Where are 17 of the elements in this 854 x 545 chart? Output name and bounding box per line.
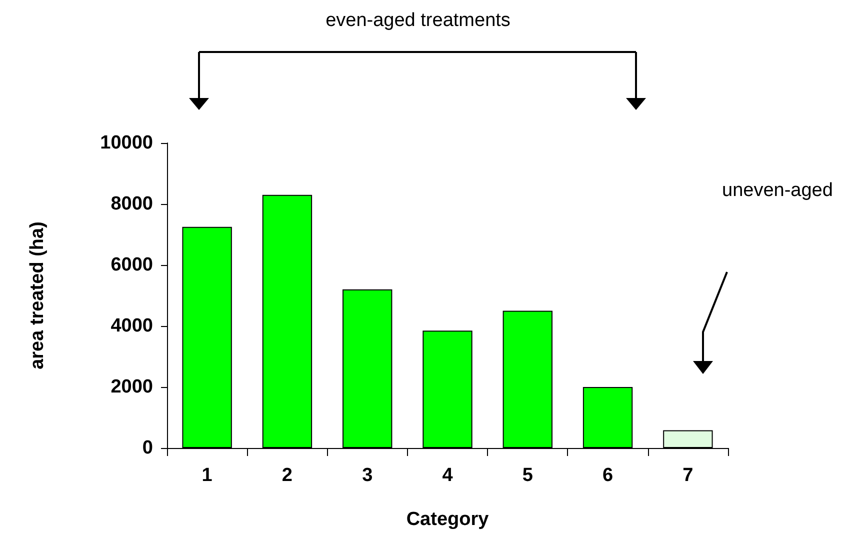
y-tick-label: 4000 bbox=[110, 316, 153, 336]
y-tick-label: 2000 bbox=[110, 376, 153, 398]
text: even-aged treatments bbox=[324, 10, 512, 32]
x-tick-label: 4 bbox=[442, 465, 454, 486]
x-tick-label: 5 bbox=[522, 465, 534, 486]
y-tick-label: 0 bbox=[142, 438, 153, 458]
x-tick-label: 1 bbox=[202, 465, 213, 486]
x-tick-label: 7 bbox=[682, 465, 694, 486]
x-tick-label: 6 bbox=[602, 465, 614, 486]
x-axis-title: Category bbox=[406, 509, 490, 530]
y-tick-label: 10000 bbox=[100, 132, 153, 154]
annotation: uneven-aged bbox=[722, 180, 833, 202]
y-tick-label: 8000 bbox=[110, 194, 153, 214]
x-tick-label: 2 bbox=[282, 465, 293, 486]
y-axis-title: area treated (ha) bbox=[27, 222, 48, 370]
y-tick-label: 6000 bbox=[110, 254, 153, 276]
x-tick-label: 3 bbox=[362, 465, 373, 486]
